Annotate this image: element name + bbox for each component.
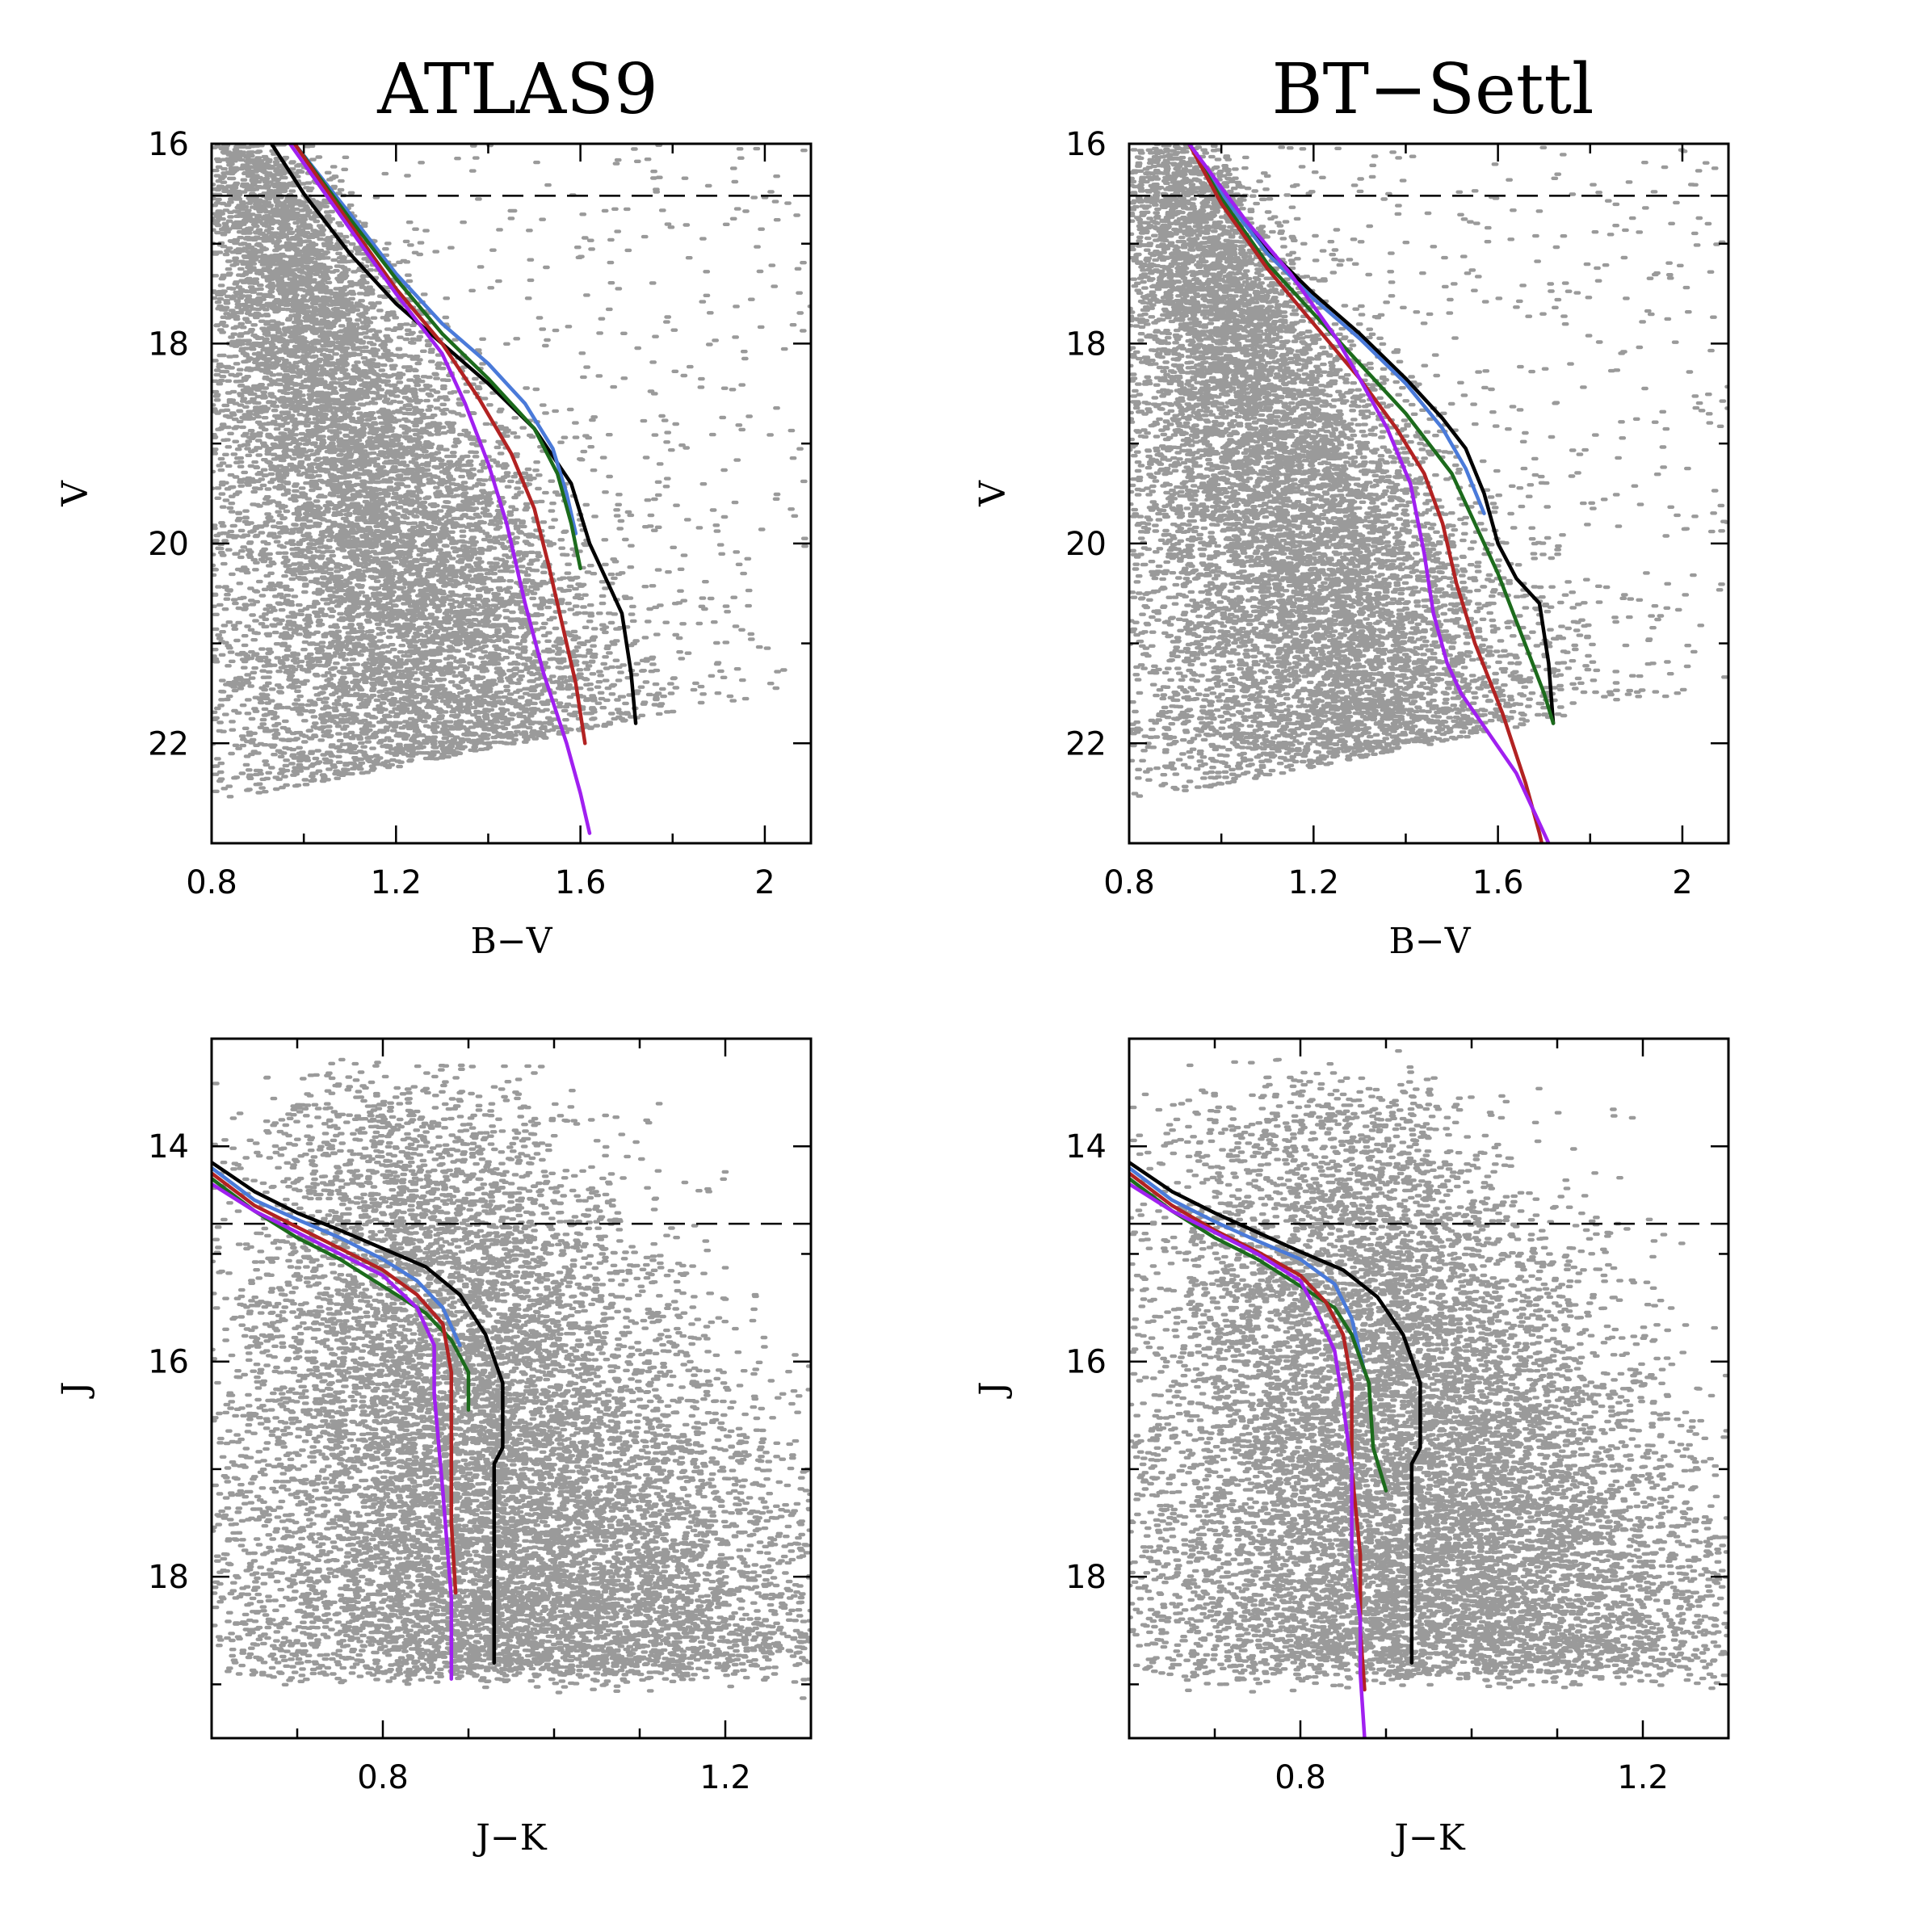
y-tick-label: 18 [148, 1559, 189, 1596]
isochrone-line-2 [1186, 144, 1486, 515]
x-tick-label: 1.2 [699, 1759, 751, 1796]
y-axis-label: J [55, 1381, 96, 1399]
axis-ticks: 0.8 1.2 14 16 18 [148, 1039, 811, 1796]
star-scatter [212, 1057, 811, 1700]
isochrone-line-4 [292, 144, 587, 746]
isochrone-line-3 [292, 144, 582, 571]
panel-atlas9-bv: ATLAS9 0.8 1.2 1.6 2 16 18 20 22 B−V V [55, 49, 813, 962]
star-scatter [1129, 144, 1728, 798]
isochrone-layer [269, 144, 638, 835]
isochrone-line-4 [212, 1171, 458, 1595]
panel-btsettl-bv: BT−Settl 0.8 1.2 1.6 2 16 18 20 22 B−V V [972, 49, 1730, 962]
y-tick-label: 18 [1065, 326, 1107, 363]
x-tick-label: 2 [1672, 864, 1692, 901]
y-tick-label: 16 [1065, 126, 1107, 163]
plot-frame [1128, 1037, 1730, 1740]
y-axis-label: V [972, 480, 1014, 507]
y-tick-label: 18 [148, 326, 189, 363]
field-star-points [212, 144, 811, 799]
plot-frame [210, 142, 813, 845]
isochrone-line-2 [212, 1166, 462, 1347]
x-tick-label: 0.8 [1275, 1759, 1326, 1796]
isochrone-line-5 [288, 144, 592, 835]
panel-title: BT−Settl [1271, 49, 1594, 130]
x-axis-label: B−V [1389, 921, 1472, 962]
axis-ticks: 0.8 1.2 14 16 18 [1065, 1039, 1728, 1796]
x-tick-label: 1.2 [1617, 1759, 1669, 1796]
plot-frame [1128, 142, 1730, 845]
isochrone-line-3 [1129, 1176, 1388, 1493]
y-tick-label: 14 [1065, 1128, 1107, 1166]
x-tick-label: 0.8 [186, 864, 237, 901]
y-axis-label: V [55, 480, 96, 507]
x-tick-label: 1.6 [555, 864, 607, 901]
star-scatter [1129, 1049, 1728, 1694]
field-star-points [212, 1057, 811, 1700]
x-tick-label: 0.8 [357, 1759, 409, 1796]
x-axis-label: J−K [472, 1817, 548, 1858]
y-tick-label: 16 [148, 126, 189, 163]
y-tick-label: 20 [1065, 526, 1107, 563]
y-tick-label: 20 [148, 526, 189, 563]
x-axis-label: B−V [471, 921, 553, 962]
y-tick-label: 16 [148, 1344, 189, 1381]
y-tick-label: 22 [148, 725, 189, 762]
x-tick-label: 0.8 [1103, 864, 1155, 901]
isochrone-line-5 [1129, 1182, 1367, 1738]
isochrone-line-4 [1129, 1171, 1367, 1692]
isochrone-line-4 [1186, 144, 1544, 843]
panel-atlas9-jk: 0.8 1.2 14 16 18 J−K J [55, 1037, 813, 1858]
field-star-points [1129, 1049, 1728, 1694]
field-star-points [1129, 144, 1728, 798]
x-tick-label: 1.2 [370, 864, 422, 901]
isochrone-layer [212, 1160, 505, 1681]
panel-title: ATLAS9 [376, 49, 658, 130]
plot-frame [210, 1037, 813, 1740]
isochrone-layer [1129, 1160, 1422, 1738]
y-tick-label: 22 [1065, 725, 1107, 762]
axis-ticks: 0.8 1.2 1.6 2 16 18 20 22 [148, 126, 811, 901]
axis-ticks: 0.8 1.2 1.6 2 16 18 20 22 [1065, 126, 1728, 901]
isochrone-line-1 [1129, 1160, 1422, 1665]
isochrone-line-2 [292, 144, 578, 536]
y-axis-label: J [972, 1381, 1014, 1399]
isochrone-line-1 [212, 1160, 505, 1665]
isochrone-layer [1186, 144, 1556, 843]
panel-btsettl-jk: 0.8 1.2 14 16 18 J−K J [972, 1037, 1730, 1858]
x-tick-label: 2 [754, 864, 775, 901]
y-tick-label: 16 [1065, 1344, 1107, 1381]
x-axis-label: J−K [1391, 1817, 1466, 1858]
y-tick-label: 14 [148, 1128, 189, 1166]
x-tick-label: 1.6 [1472, 864, 1524, 901]
isochrone-line-5 [1186, 144, 1551, 843]
y-tick-label: 18 [1065, 1559, 1107, 1596]
star-scatter [212, 144, 811, 799]
isochrone-line-2 [1129, 1166, 1367, 1375]
isochrone-line-5 [212, 1182, 454, 1681]
x-tick-label: 1.2 [1287, 864, 1339, 901]
isochrone-line-3 [1186, 144, 1556, 725]
